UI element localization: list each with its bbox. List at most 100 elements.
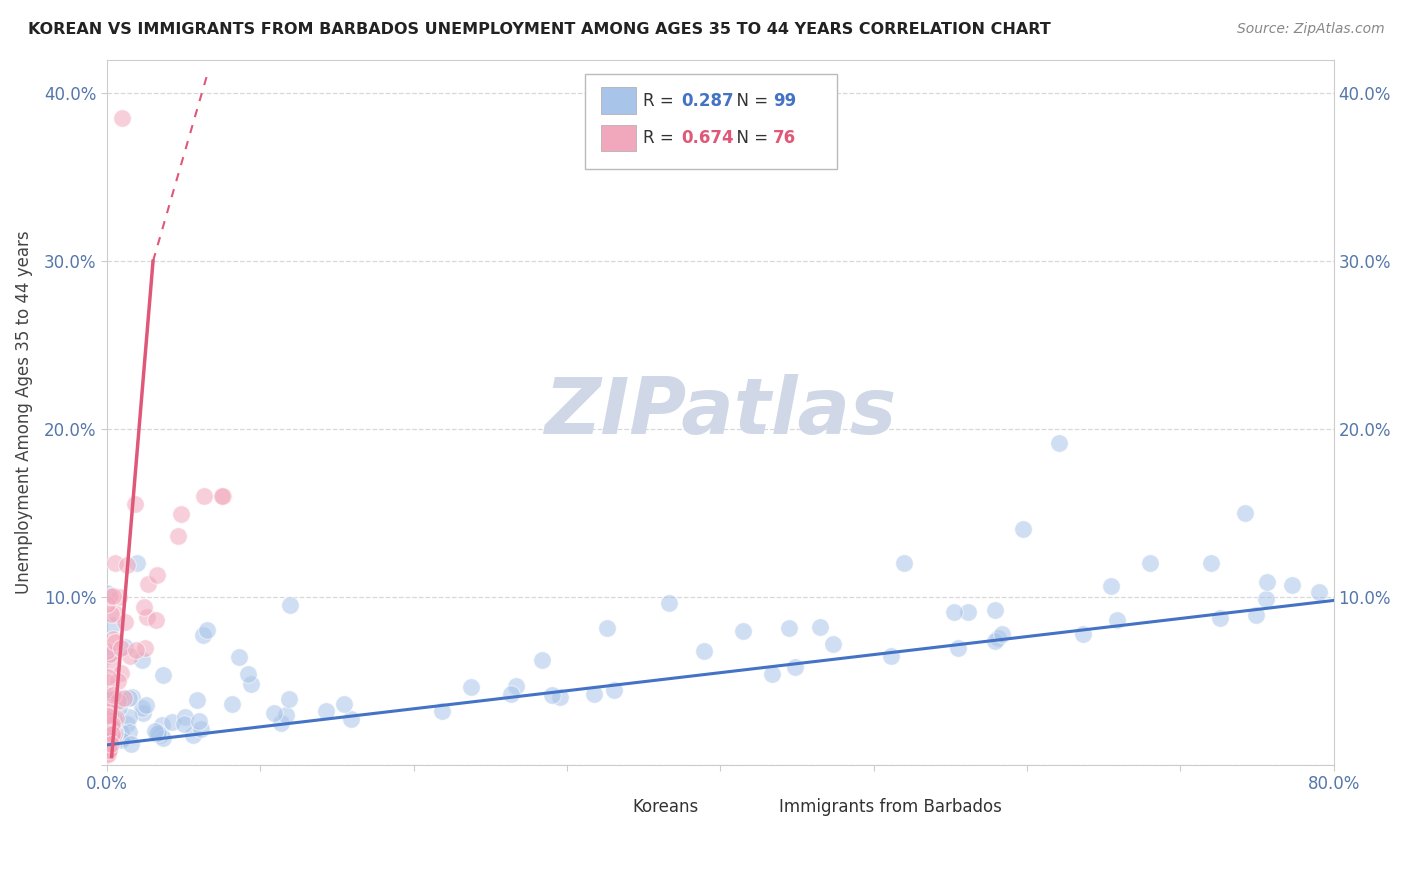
Point: [596, 621, 619, 635]
Point: [98, 706, 121, 721]
Point: [98, 647, 121, 661]
Point: [146, 568, 169, 582]
Point: [131, 701, 153, 715]
Point: [145, 613, 167, 627]
FancyBboxPatch shape: [602, 125, 636, 152]
Point: [96, 723, 118, 737]
Point: [96, 747, 118, 762]
Point: [96, 743, 118, 757]
Point: [339, 712, 361, 726]
Point: [96, 708, 118, 723]
Point: [808, 620, 831, 634]
Point: [96, 726, 118, 740]
Point: [991, 627, 1014, 641]
Point: [211, 489, 233, 503]
Point: [821, 637, 844, 651]
Point: [96, 721, 118, 735]
Text: Immigrants from Barbados: Immigrants from Barbados: [779, 797, 1002, 815]
Point: [430, 705, 453, 719]
Text: Source: ZipAtlas.com: Source: ZipAtlas.com: [1237, 22, 1385, 37]
Point: [105, 607, 128, 621]
Point: [104, 726, 127, 740]
Point: [987, 631, 1010, 645]
Point: [100, 657, 122, 672]
Point: [501, 687, 523, 701]
Point: [118, 725, 141, 739]
Point: [100, 711, 122, 725]
Point: [96, 712, 118, 726]
Point: [96, 711, 118, 725]
Point: [100, 735, 122, 749]
Point: [170, 508, 193, 522]
Point: [893, 557, 915, 571]
Point: [778, 621, 800, 635]
Point: [96, 746, 118, 760]
Point: [103, 713, 125, 727]
Point: [150, 718, 173, 732]
Point: [603, 682, 626, 697]
Point: [1139, 557, 1161, 571]
Point: [783, 660, 806, 674]
Point: [1047, 436, 1070, 450]
Point: [101, 688, 124, 702]
Point: [333, 698, 356, 712]
Point: [96, 740, 118, 755]
Point: [101, 731, 124, 745]
Point: [1254, 592, 1277, 607]
Point: [146, 727, 169, 741]
Text: R =: R =: [643, 129, 679, 147]
Point: [1073, 627, 1095, 641]
Point: [531, 653, 554, 667]
Point: [190, 722, 212, 736]
Point: [121, 690, 143, 705]
Text: 0.674: 0.674: [681, 129, 734, 147]
Point: [270, 716, 292, 731]
Point: [96, 648, 118, 663]
Point: [97, 737, 120, 751]
Point: [96, 718, 118, 732]
Point: [115, 716, 138, 731]
Point: [1244, 607, 1267, 622]
Point: [956, 605, 979, 619]
Point: [657, 596, 679, 610]
Point: [103, 728, 125, 742]
Point: [96, 675, 118, 690]
Point: [761, 667, 783, 681]
Point: [98, 589, 121, 603]
FancyBboxPatch shape: [602, 87, 636, 114]
Point: [103, 635, 125, 649]
Point: [238, 667, 260, 681]
Point: [134, 640, 156, 655]
Point: [263, 706, 285, 720]
Point: [1209, 611, 1232, 625]
Point: [146, 726, 169, 740]
Point: [97, 709, 120, 723]
Point: [101, 632, 124, 646]
Point: [1256, 574, 1278, 589]
Point: [221, 697, 243, 711]
Point: [540, 689, 562, 703]
Point: [114, 615, 136, 630]
Point: [984, 633, 1007, 648]
Point: [143, 724, 166, 739]
FancyBboxPatch shape: [745, 796, 772, 818]
Point: [946, 641, 969, 656]
Point: [240, 677, 263, 691]
Text: ZIPatlas: ZIPatlas: [544, 375, 897, 450]
Point: [118, 710, 141, 724]
Point: [731, 624, 754, 638]
Point: [548, 690, 571, 704]
Point: [118, 690, 141, 705]
Point: [96, 732, 118, 747]
Point: [104, 711, 127, 725]
Point: [160, 715, 183, 730]
Point: [97, 727, 120, 741]
Point: [104, 725, 127, 739]
Point: [97, 743, 120, 757]
Point: [693, 644, 716, 658]
Point: [132, 599, 155, 614]
Point: [111, 112, 134, 126]
Point: [96, 702, 118, 716]
Point: [111, 731, 134, 745]
Text: 76: 76: [773, 129, 796, 147]
